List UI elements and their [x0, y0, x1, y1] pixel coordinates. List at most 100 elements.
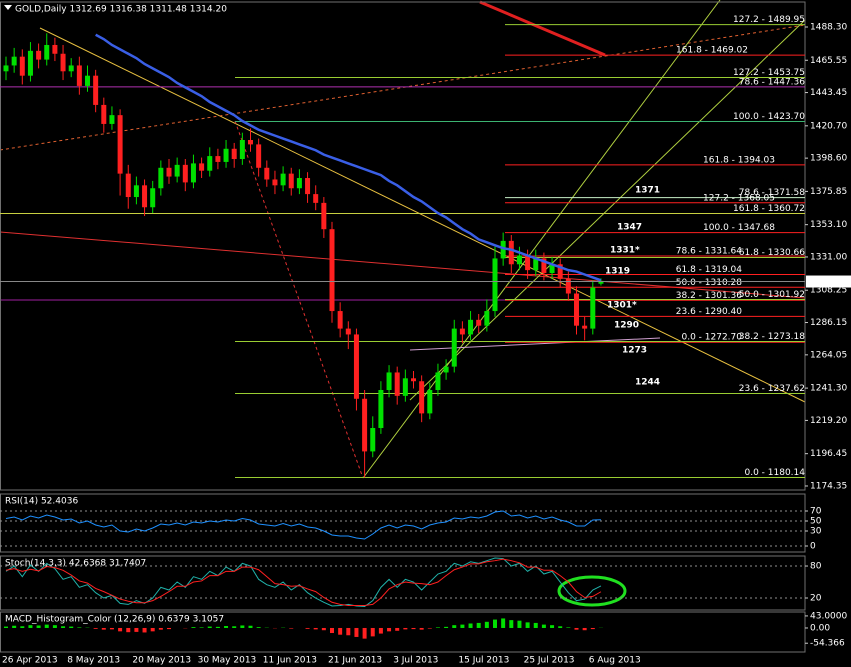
y-tick-label: 30: [810, 527, 822, 537]
histogram-bar: [93, 627, 98, 629]
candle-body: [345, 328, 351, 335]
histogram-bar: [77, 627, 82, 628]
candle-body: [68, 65, 74, 72]
histogram-bar: [199, 627, 204, 628]
candle-body: [207, 156, 213, 171]
fib-label: 0.0 - 1180.14: [745, 468, 806, 478]
fib-label: 161.8 - 1394.03: [703, 155, 775, 165]
candle-body: [533, 258, 539, 271]
menu-arrow[interactable]: [4, 5, 12, 10]
candle-body: [215, 156, 221, 162]
fib-label: 38.2 - 1301.36: [676, 291, 742, 301]
candle-body: [500, 240, 506, 259]
histogram-bar: [305, 627, 310, 629]
current-price-box: [806, 275, 851, 288]
candle-body: [190, 163, 196, 183]
histogram-bar: [215, 626, 220, 628]
candle-body: [598, 281, 604, 284]
histogram-bar: [256, 627, 261, 628]
indicator-line: [5, 558, 602, 606]
candle-body: [321, 202, 327, 230]
x-tick-label: 26 Apr 2013: [2, 656, 58, 666]
candle-body: [174, 164, 180, 177]
candle-body: [574, 293, 579, 326]
fib-label: 61.8 - 1319.04: [676, 265, 742, 275]
candle-body: [158, 167, 164, 189]
x-tick-label: 15 Jul 2013: [458, 656, 509, 666]
candle-body: [492, 258, 498, 312]
histogram-bar: [566, 627, 571, 628]
level-annotation: 1290: [614, 321, 639, 331]
y-tick-label: 1219.20: [810, 416, 847, 426]
histogram-bar: [118, 627, 123, 632]
candle-body: [199, 163, 205, 171]
candle-body: [296, 178, 302, 189]
histogram-bar: [460, 624, 465, 628]
histogram-bar: [232, 626, 237, 628]
fib-label: 161.8 - 1360.72: [733, 204, 805, 214]
fib-label: 78.6 - 1331.64: [676, 247, 742, 257]
histogram-bar: [20, 626, 25, 628]
histogram-bar: [69, 626, 74, 628]
histogram-bar: [207, 626, 212, 628]
histogram-bar: [427, 627, 432, 629]
indicator-line: [5, 557, 602, 608]
candle-body: [525, 255, 531, 271]
fib-label: 78.6 - 1447.36: [739, 77, 805, 87]
candle-body: [541, 258, 547, 274]
histogram-bar: [52, 625, 57, 628]
fib-label: 161.8 - 1469.02: [676, 46, 748, 56]
histogram-bar: [224, 626, 229, 628]
panel-frame: [0, 493, 806, 553]
candle-body: [117, 115, 123, 174]
candle-body: [378, 390, 384, 429]
y-tick-label: 1420.70: [810, 121, 847, 131]
histogram-bar: [36, 625, 41, 628]
histogram-bar: [378, 627, 383, 634]
candle-body: [44, 44, 50, 60]
candle-body: [19, 56, 25, 76]
candle-body: [248, 140, 253, 145]
histogram-bar: [101, 627, 106, 630]
x-tick-label: 6 Aug 2013: [589, 656, 641, 666]
histogram-bar: [330, 627, 334, 634]
candle-body: [459, 328, 465, 335]
histogram-bar: [476, 622, 481, 628]
fib-label: 61.8 - 1330.66: [739, 248, 805, 258]
panel-title: Stoch(14,3,3) 42.6368 31.7407: [5, 559, 146, 569]
histogram-bar: [501, 618, 506, 628]
panel-title: GOLD,Daily 1312.69 1316.38 1311.48 1314.…: [15, 5, 227, 15]
trend-line: [39, 27, 806, 403]
panel-title: RSI(14) 52.4036: [5, 497, 78, 507]
x-tick-label: 3 Jul 2013: [393, 656, 438, 666]
y-tick-label: 1174.35: [810, 481, 847, 491]
histogram-bar: [550, 625, 555, 628]
candle-body: [125, 173, 131, 198]
level-annotation: 1319: [605, 267, 630, 277]
y-tick-label: 1398.60: [810, 154, 847, 164]
histogram-bar: [574, 627, 579, 630]
y-tick-label: 1488.30: [810, 22, 847, 32]
candle-body: [142, 185, 148, 208]
panel-frame: [0, 611, 806, 653]
histogram-bar: [313, 627, 318, 630]
candle-body: [386, 372, 392, 391]
candle-body: [411, 378, 416, 382]
y-tick-label: 20: [810, 594, 822, 604]
candle-body: [256, 144, 262, 168]
histogram-bar: [558, 626, 563, 628]
candle-body: [101, 104, 107, 124]
candle-body: [590, 287, 596, 329]
y-tick-label: 1286.15: [810, 318, 847, 328]
histogram-bar: [509, 620, 514, 628]
histogram-bar: [150, 627, 155, 632]
trend-line: [0, 24, 806, 151]
highlight-ellipse: [557, 575, 627, 607]
candle-body: [36, 50, 42, 60]
candle-body: [11, 56, 17, 66]
y-tick-label: 70: [810, 507, 822, 517]
y-tick-label: 1353.10: [810, 220, 847, 230]
x-tick-label: 8 May 2013: [67, 656, 120, 666]
histogram-bar: [419, 627, 424, 630]
